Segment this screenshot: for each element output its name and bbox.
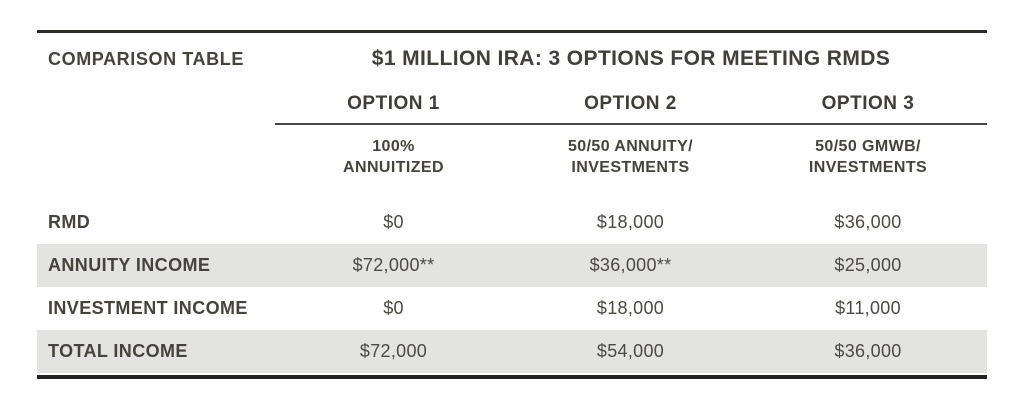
comparison-table: COMPARISON TABLE $1 MILLION IRA: 3 OPTIO… <box>37 30 987 379</box>
total-income-option-3-value: $36,000 <box>834 341 902 361</box>
option-header-row: OPTION 1 OPTION 2 OPTION 3 <box>37 85 987 125</box>
rmd-option-3-value: $36,000 <box>834 212 902 232</box>
total-income-option-1-value: $72,000 <box>359 341 428 361</box>
option-1-subtitle: 100% ANNUITIZED <box>275 125 512 201</box>
option-subtitle-row: 100% ANNUITIZED 50/50 ANNUITY/ INVESTMEN… <box>37 125 987 201</box>
rmd-option-1-value: $0 <box>383 212 404 232</box>
table-bottom-rule <box>37 375 987 379</box>
annuity-income-option-1-value: $72,000** <box>352 255 435 275</box>
option-2-header: OPTION 2 <box>584 93 677 114</box>
investment-income-option-3-value: $11,000 <box>835 298 901 318</box>
annuity-income-option-3-value: $25,000 <box>834 255 902 275</box>
option-2-subtitle-line1: 50/50 ANNUITY/ <box>567 138 694 155</box>
row-label-annuity-income: ANNUITY INCOME <box>48 255 211 275</box>
option-3-subtitle-line1: 50/50 GMWB/ <box>815 138 921 155</box>
investment-income-option-2-value: $18,000 <box>596 298 665 318</box>
option-1-subtitle-line1: 100% <box>372 138 415 155</box>
investment-income-option-1-value: $0 <box>383 298 404 318</box>
option-3-subtitle: 50/50 GMWB/ INVESTMENTS <box>749 125 987 201</box>
rmd-option-2-value: $18,000 <box>596 212 665 232</box>
table-row-total-income: TOTAL INCOME $72,000 $54,000 $36,000 <box>37 330 987 373</box>
row-label-rmd: RMD <box>48 212 91 232</box>
total-income-option-2-value: $54,000 <box>596 341 665 361</box>
table-kicker: COMPARISON TABLE <box>48 48 244 69</box>
option-1-header: OPTION 1 <box>347 93 440 114</box>
option-2-subtitle-line2: INVESTMENTS <box>571 159 690 176</box>
option-1-subtitle-line2: ANNUITIZED <box>343 159 444 176</box>
table-header-row: COMPARISON TABLE $1 MILLION IRA: 3 OPTIO… <box>37 33 987 85</box>
table-row-investment-income: INVESTMENT INCOME $0 $18,000 $11,000 <box>37 287 987 330</box>
annuity-income-option-2-value: $36,000** <box>589 255 672 275</box>
row-label-total-income: TOTAL INCOME <box>48 341 188 361</box>
option-header-spacer <box>37 85 275 125</box>
option-3-header: OPTION 3 <box>821 93 915 114</box>
option-2-subtitle: 50/50 ANNUITY/ INVESTMENTS <box>512 125 749 201</box>
option-header-band: OPTION 1 OPTION 2 OPTION 3 <box>275 85 987 125</box>
table-row-annuity-income: ANNUITY INCOME $72,000** $36,000** $25,0… <box>37 244 987 287</box>
option-subtitle-spacer <box>37 125 275 201</box>
option-3-subtitle-line2: INVESTMENTS <box>808 159 928 176</box>
row-label-investment-income: INVESTMENT INCOME <box>48 298 248 318</box>
table-row-rmd: RMD $0 $18,000 $36,000 <box>37 201 987 244</box>
table-title: $1 MILLION IRA: 3 OPTIONS FOR MEETING RM… <box>371 47 891 70</box>
